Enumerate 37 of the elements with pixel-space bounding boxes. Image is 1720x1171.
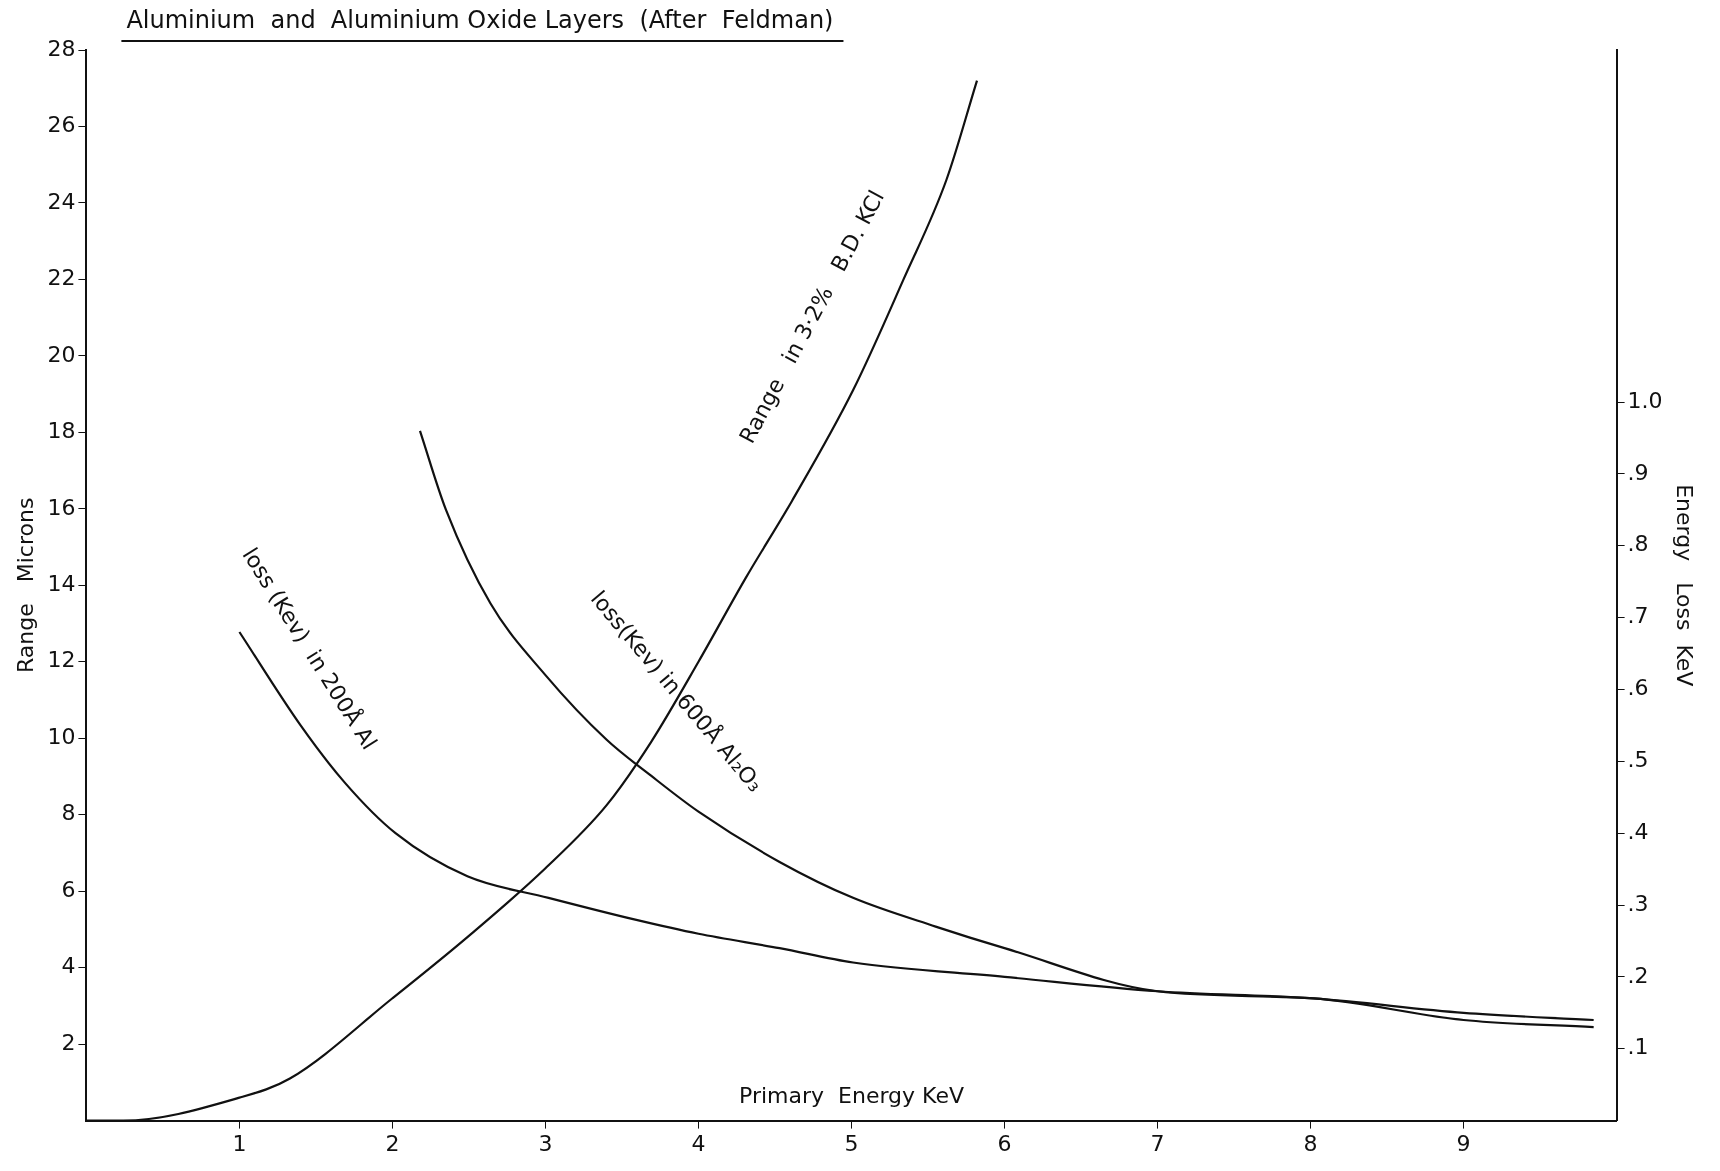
x-tick-label: 2	[385, 1130, 400, 1156]
x-tick-label: 7	[1150, 1130, 1165, 1156]
y-tick-label: 4	[61, 953, 76, 979]
y-tick-label: 8	[61, 800, 76, 826]
y-axis-title: Range Microns	[12, 497, 38, 673]
chart-title: Aluminium and Aluminium Oxide Layers (After Feldman)	[126, 6, 834, 35]
y2-tick-label: .4	[1627, 818, 1649, 844]
y-tick-label: 12	[47, 647, 76, 673]
y-tick-label: 2	[61, 1029, 76, 1055]
x-tick-label: 6	[997, 1130, 1012, 1156]
y-tick-label: 18	[47, 418, 76, 444]
x-tick-label: 4	[691, 1130, 706, 1156]
y-tick-label: 24	[47, 188, 76, 214]
y2-tick-label: .5	[1627, 747, 1649, 773]
y-tick-label: 16	[47, 494, 76, 520]
y-tick-label: 22	[47, 265, 76, 291]
y-tick-label: 14	[47, 571, 76, 597]
y-tick-label: 28	[47, 35, 76, 61]
y2-tick-label: .7	[1627, 603, 1649, 629]
y2-axis-title: Energy Loss KeV	[1672, 484, 1698, 687]
x-tick-label: 3	[538, 1130, 553, 1156]
y2-tick-label: .9	[1627, 459, 1649, 485]
y-tick-label: 20	[47, 341, 76, 367]
y2-tick-label: 1.0	[1627, 387, 1663, 413]
y-tick-label: 10	[47, 723, 76, 749]
x-tick-label: 9	[1456, 1130, 1471, 1156]
x-tick-label: 8	[1303, 1130, 1318, 1156]
y2-tick-label: .1	[1627, 1034, 1649, 1060]
x-tick-label: 1	[232, 1130, 247, 1156]
y2-tick-label: .2	[1627, 962, 1649, 988]
y2-tick-label: .3	[1627, 890, 1649, 916]
x-axis-title: Primary Energy KeV	[739, 1083, 964, 1109]
y-tick-label: 26	[47, 112, 76, 138]
y2-tick-label: .6	[1627, 675, 1649, 701]
y-tick-label: 6	[61, 876, 76, 902]
y2-tick-label: .8	[1627, 531, 1649, 557]
x-tick-label: 5	[844, 1130, 859, 1156]
